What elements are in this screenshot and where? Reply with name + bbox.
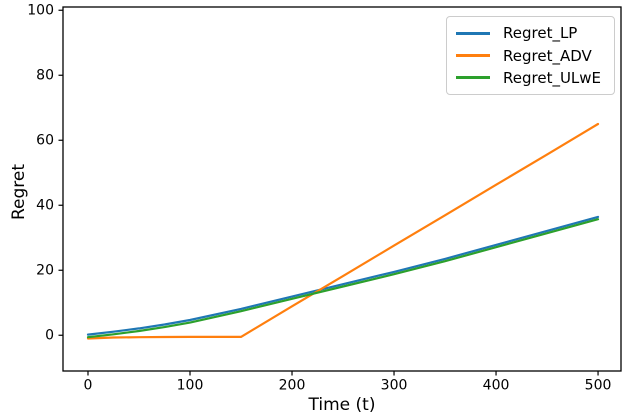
x-tick-label: 500 bbox=[585, 378, 612, 394]
legend-item: Regret_LP bbox=[456, 24, 606, 42]
series-line-regret_lp bbox=[86, 215, 600, 336]
legend-line-sample bbox=[456, 54, 490, 57]
y-tick-label: 80 bbox=[36, 67, 54, 83]
legend: Regret_LP Regret_ADV Regret_ULwE bbox=[446, 16, 615, 95]
axes-spines bbox=[62, 6, 622, 372]
y-tick-label: 40 bbox=[36, 197, 54, 213]
x-tick-label: 100 bbox=[177, 378, 204, 394]
legend-line-sample bbox=[456, 31, 490, 35]
y-tick-label: 20 bbox=[36, 262, 54, 278]
series-line-regret_ulwe bbox=[86, 218, 600, 339]
x-axis-label: Time (t) bbox=[308, 395, 376, 415]
legend-label: Regret_LP bbox=[503, 24, 578, 43]
x-tick-label: 400 bbox=[483, 378, 510, 394]
x-tick-label: 300 bbox=[381, 378, 408, 394]
y-tick-label: 60 bbox=[36, 132, 54, 148]
y-tick-label: 100 bbox=[27, 2, 54, 18]
legend-label: Regret_ULwE bbox=[503, 68, 602, 87]
x-tick-label: 0 bbox=[84, 378, 93, 394]
x-tick-label: 200 bbox=[279, 378, 306, 394]
y-axis-label: Regret bbox=[9, 163, 29, 221]
legend-item: Regret_ULwE bbox=[456, 69, 606, 87]
legend-item: Regret_ADV bbox=[456, 47, 606, 65]
legend-line-sample bbox=[456, 76, 490, 80]
legend-label: Regret_ADV bbox=[503, 46, 592, 65]
y-tick-label: 0 bbox=[45, 327, 54, 343]
series-line-regret_adv bbox=[86, 122, 600, 340]
